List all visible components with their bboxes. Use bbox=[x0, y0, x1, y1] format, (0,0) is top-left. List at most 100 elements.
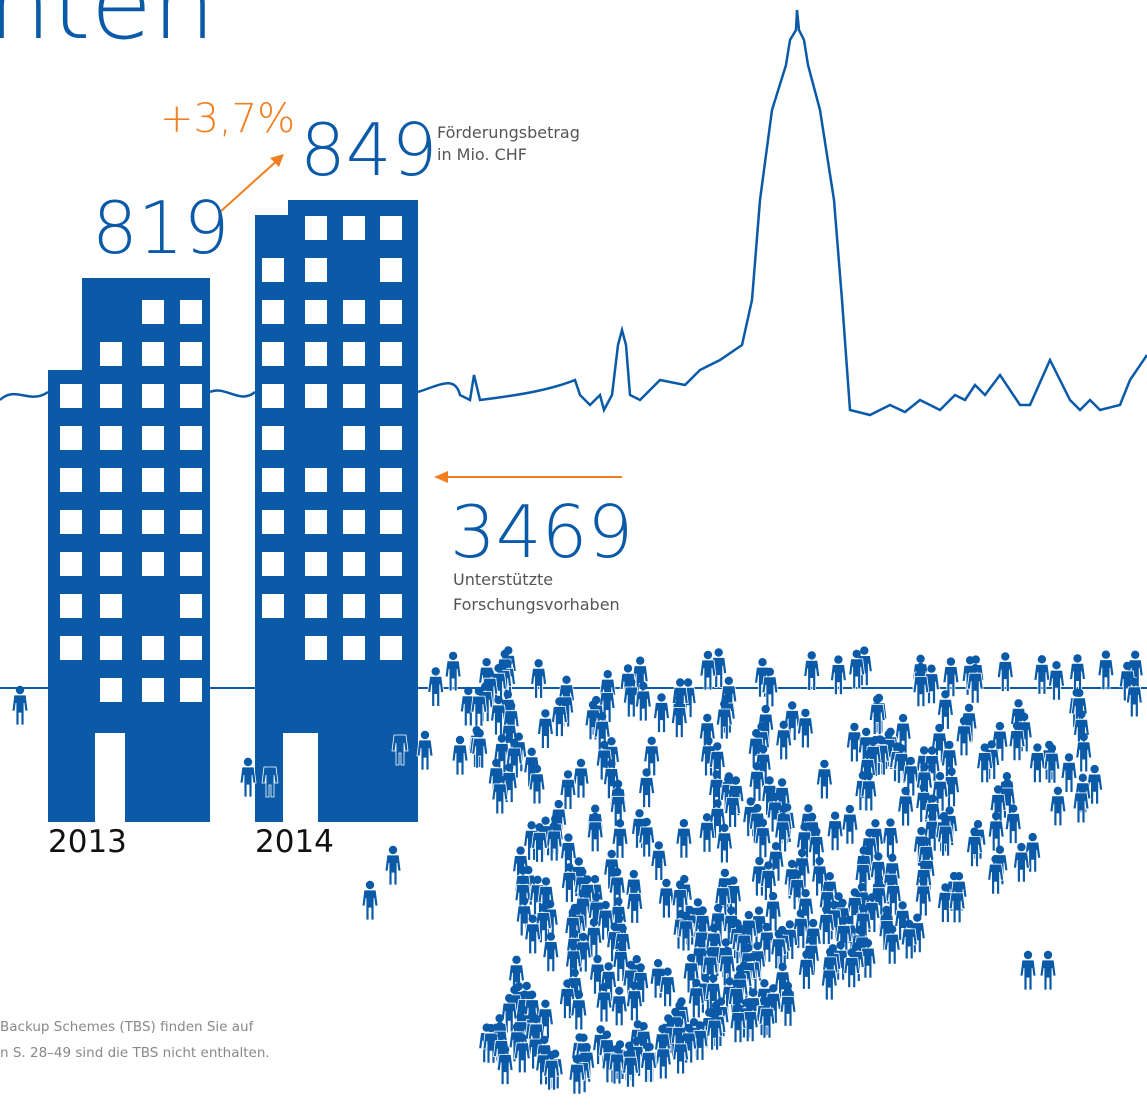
person bbox=[841, 804, 859, 845]
window bbox=[305, 216, 327, 240]
person bbox=[239, 757, 257, 798]
window bbox=[262, 384, 284, 408]
window bbox=[343, 594, 365, 618]
person bbox=[11, 685, 29, 726]
window bbox=[380, 510, 402, 534]
window bbox=[380, 300, 402, 324]
footnote: n S. 28–49 sind die TBS nicht enthalten. bbox=[0, 1045, 270, 1061]
window bbox=[380, 552, 402, 576]
window bbox=[262, 342, 284, 366]
projects-value: 3469 bbox=[450, 490, 633, 574]
person bbox=[1029, 742, 1046, 783]
window bbox=[180, 342, 202, 366]
person bbox=[826, 811, 844, 852]
window bbox=[380, 384, 402, 408]
person bbox=[996, 651, 1014, 692]
window bbox=[305, 384, 327, 408]
window bbox=[262, 468, 284, 492]
projects-label: Forschungsvorhaben bbox=[453, 595, 620, 614]
projects-label: Unterstützte bbox=[453, 570, 553, 589]
window bbox=[180, 300, 202, 324]
person bbox=[1019, 950, 1037, 991]
window bbox=[262, 552, 284, 576]
person bbox=[444, 651, 462, 692]
window bbox=[100, 636, 122, 660]
person bbox=[937, 689, 954, 730]
window bbox=[100, 678, 122, 702]
window bbox=[142, 468, 164, 492]
window bbox=[343, 426, 365, 450]
window bbox=[262, 594, 284, 618]
window bbox=[142, 342, 164, 366]
window bbox=[180, 594, 202, 618]
window bbox=[343, 384, 365, 408]
window bbox=[180, 510, 202, 534]
building-2014 bbox=[255, 200, 418, 822]
person bbox=[1060, 752, 1078, 793]
window bbox=[380, 594, 402, 618]
window bbox=[100, 552, 122, 576]
window bbox=[180, 384, 202, 408]
window bbox=[142, 384, 164, 408]
window bbox=[142, 552, 164, 576]
window bbox=[305, 594, 327, 618]
window bbox=[262, 258, 284, 282]
funding-unit: in Mio. CHF bbox=[437, 145, 527, 164]
window bbox=[343, 510, 365, 534]
person bbox=[1049, 786, 1067, 827]
window bbox=[380, 426, 402, 450]
person bbox=[653, 692, 670, 733]
window bbox=[142, 426, 164, 450]
window bbox=[305, 510, 327, 534]
window bbox=[343, 300, 365, 324]
window bbox=[305, 468, 327, 492]
person bbox=[650, 840, 668, 881]
window bbox=[60, 384, 82, 408]
window bbox=[100, 342, 122, 366]
window bbox=[305, 636, 327, 660]
window bbox=[180, 636, 202, 660]
window bbox=[142, 510, 164, 534]
person bbox=[427, 666, 445, 707]
arrow-head bbox=[270, 154, 284, 167]
window bbox=[60, 426, 82, 450]
windows bbox=[60, 216, 402, 702]
window bbox=[262, 510, 284, 534]
window bbox=[60, 594, 82, 618]
person bbox=[361, 880, 379, 921]
window bbox=[343, 636, 365, 660]
person bbox=[897, 786, 914, 827]
funding-label: Förderungsbetrag bbox=[437, 123, 580, 142]
person bbox=[537, 708, 554, 749]
window bbox=[180, 552, 202, 576]
window bbox=[305, 342, 327, 366]
window bbox=[262, 300, 284, 324]
year-label: 2014 bbox=[255, 824, 334, 860]
window bbox=[380, 216, 402, 240]
change-label: +3,7% bbox=[160, 96, 295, 142]
window bbox=[380, 258, 402, 282]
person bbox=[699, 650, 717, 691]
window bbox=[100, 594, 122, 618]
person bbox=[1039, 950, 1057, 991]
window bbox=[180, 426, 202, 450]
window bbox=[60, 552, 82, 576]
window bbox=[100, 384, 122, 408]
person bbox=[1097, 650, 1115, 691]
window bbox=[262, 426, 284, 450]
window bbox=[305, 300, 327, 324]
person bbox=[638, 767, 655, 808]
window bbox=[180, 468, 202, 492]
year-label: 2013 bbox=[48, 824, 127, 860]
window bbox=[343, 342, 365, 366]
window bbox=[142, 678, 164, 702]
window bbox=[305, 258, 327, 282]
window bbox=[142, 636, 164, 660]
person bbox=[451, 735, 469, 776]
window bbox=[305, 552, 327, 576]
person bbox=[416, 730, 434, 771]
window bbox=[380, 468, 402, 492]
window bbox=[343, 552, 365, 576]
person bbox=[816, 759, 833, 800]
